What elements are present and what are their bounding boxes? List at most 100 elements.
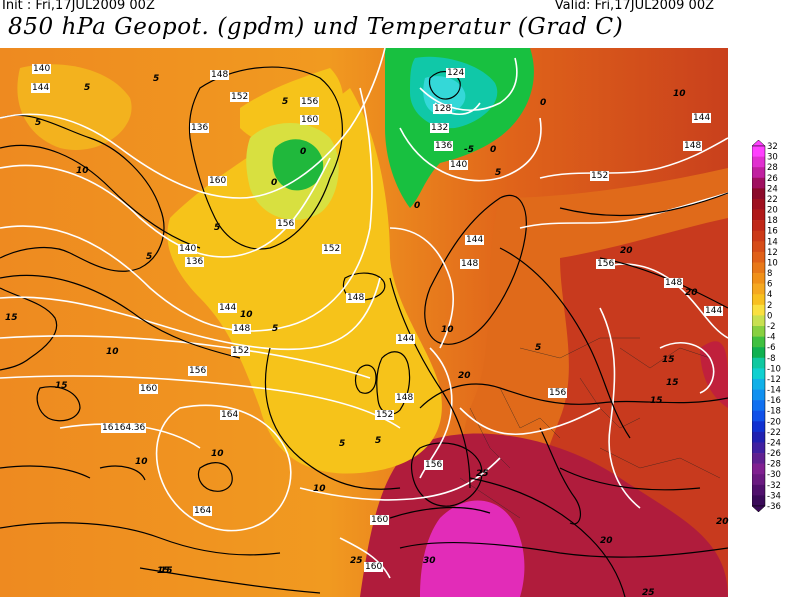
legend-swatch <box>752 251 765 263</box>
legend-swatch <box>752 357 765 369</box>
temp-label: 30 <box>423 556 436 566</box>
temp-label: -5 <box>464 145 474 155</box>
coast-ireland <box>354 364 377 394</box>
temp-label: 10 <box>673 89 686 99</box>
legend-swatch <box>752 442 765 454</box>
geopot-label: 152 <box>375 410 395 420</box>
temp-label: 5 <box>35 118 42 128</box>
legend-swatch <box>752 294 765 306</box>
temp-label: 15 <box>666 378 679 388</box>
legend-label: -24 <box>767 438 781 448</box>
legend-swatch <box>752 262 765 274</box>
geopot-label: 148 <box>664 278 684 288</box>
temp-label: 0 <box>540 98 547 108</box>
geopot-label: 140 <box>32 64 52 74</box>
legend-label: -18 <box>767 407 781 417</box>
legend-swatch <box>752 167 765 179</box>
legend-label: -28 <box>767 460 781 470</box>
geopot-label: 156 <box>188 366 208 376</box>
geopot-label: 164 <box>113 423 133 433</box>
temp-label: 15 <box>662 355 675 365</box>
legend-label: 24 <box>767 184 778 194</box>
geopot-label: 144 <box>218 303 238 313</box>
geopot-label: 136 <box>434 141 454 151</box>
legend-swatch <box>752 431 765 443</box>
geopot-label: 164 <box>193 506 213 516</box>
temp-label: 20 <box>600 536 613 546</box>
geopot-label: 144 <box>31 83 51 93</box>
temp-label: 0 <box>490 145 497 155</box>
temp-label: 15 <box>5 313 18 323</box>
coast-britain <box>376 351 411 415</box>
legend-label: 16 <box>767 227 778 237</box>
temp-label: 25 <box>350 556 363 566</box>
legend-swatch <box>752 400 765 412</box>
geopot-label: 132 <box>430 123 450 133</box>
temp-label: 0 <box>414 201 421 211</box>
temp-label: 15 <box>650 396 663 406</box>
geopotential-isolines <box>0 48 728 579</box>
temp-zone-5-10 <box>167 88 442 474</box>
legend-label: 10 <box>767 258 778 268</box>
geopot-label: 148 <box>210 70 230 80</box>
legend-swatch <box>752 389 765 401</box>
coast-scandinavia <box>424 194 527 345</box>
temp-label: 10 <box>106 347 119 357</box>
coast-greenland <box>188 66 343 250</box>
temp-label: 5 <box>153 74 160 84</box>
legend-swatch <box>752 378 765 390</box>
legend-swatch <box>752 304 765 316</box>
geopot-label: 144 <box>396 334 416 344</box>
temp-label: 10 <box>211 449 224 459</box>
legend-label: 2 <box>767 301 772 311</box>
geopot-label: 144 <box>465 235 485 245</box>
legend-label: -30 <box>767 470 781 480</box>
legend-label: -8 <box>767 354 775 364</box>
legend-label: 18 <box>767 216 778 226</box>
temp-label: 5 <box>84 83 91 93</box>
geopot-label: 160 <box>364 562 384 572</box>
legend-swatch <box>752 336 765 348</box>
temp-label: 5 <box>214 223 221 233</box>
geopot-label: 156 <box>596 259 616 269</box>
temp-label: 10 <box>240 310 253 320</box>
geopot-label: 136 <box>127 423 147 433</box>
geopot-label: 160 <box>370 515 390 525</box>
legend-label: -14 <box>767 386 781 396</box>
coast-labrador <box>0 287 58 371</box>
legend-arrow-bottom <box>752 505 766 512</box>
geopot-label: 140 <box>178 244 198 254</box>
temp-label: 5 <box>272 324 279 334</box>
geopot-label: 136 <box>190 123 210 133</box>
legend-label: -20 <box>767 417 781 427</box>
legend-swatch <box>752 230 765 242</box>
legend-swatch <box>752 410 765 422</box>
coast-canada <box>0 114 165 272</box>
legend-label: 26 <box>767 174 778 184</box>
legend-label: -36 <box>767 502 781 512</box>
geopot-label: 156 <box>548 388 568 398</box>
legend-label: 28 <box>767 163 778 173</box>
temp-label: 20 <box>685 288 698 298</box>
geopot-label: 156 <box>424 460 444 470</box>
geopot-label: 136 <box>185 257 205 267</box>
geopot-label: 160 <box>300 115 320 125</box>
legend-label: -12 <box>767 375 781 385</box>
temp-label: 20 <box>458 371 471 381</box>
coast-italy <box>539 427 582 525</box>
init-time: Init : Fri,17JUL2009 00Z <box>2 0 155 13</box>
temp-label: 5 <box>282 97 289 107</box>
legend-label: -32 <box>767 481 781 491</box>
legend-label: 12 <box>767 248 778 258</box>
geopot-label: 148 <box>232 324 252 334</box>
geopot-label: 144 <box>692 113 712 123</box>
temp-label: 5 <box>535 343 542 353</box>
legend-label: 22 <box>767 195 778 205</box>
temp-label: 15 <box>157 566 170 576</box>
temp-zone-greenland-cold <box>272 139 324 191</box>
temp-label: 0 <box>300 147 307 157</box>
weather-map <box>0 48 728 597</box>
geopot-label: 156 <box>276 219 296 229</box>
temp-label: 5 <box>146 252 153 262</box>
temp-label: 10 <box>441 325 454 335</box>
